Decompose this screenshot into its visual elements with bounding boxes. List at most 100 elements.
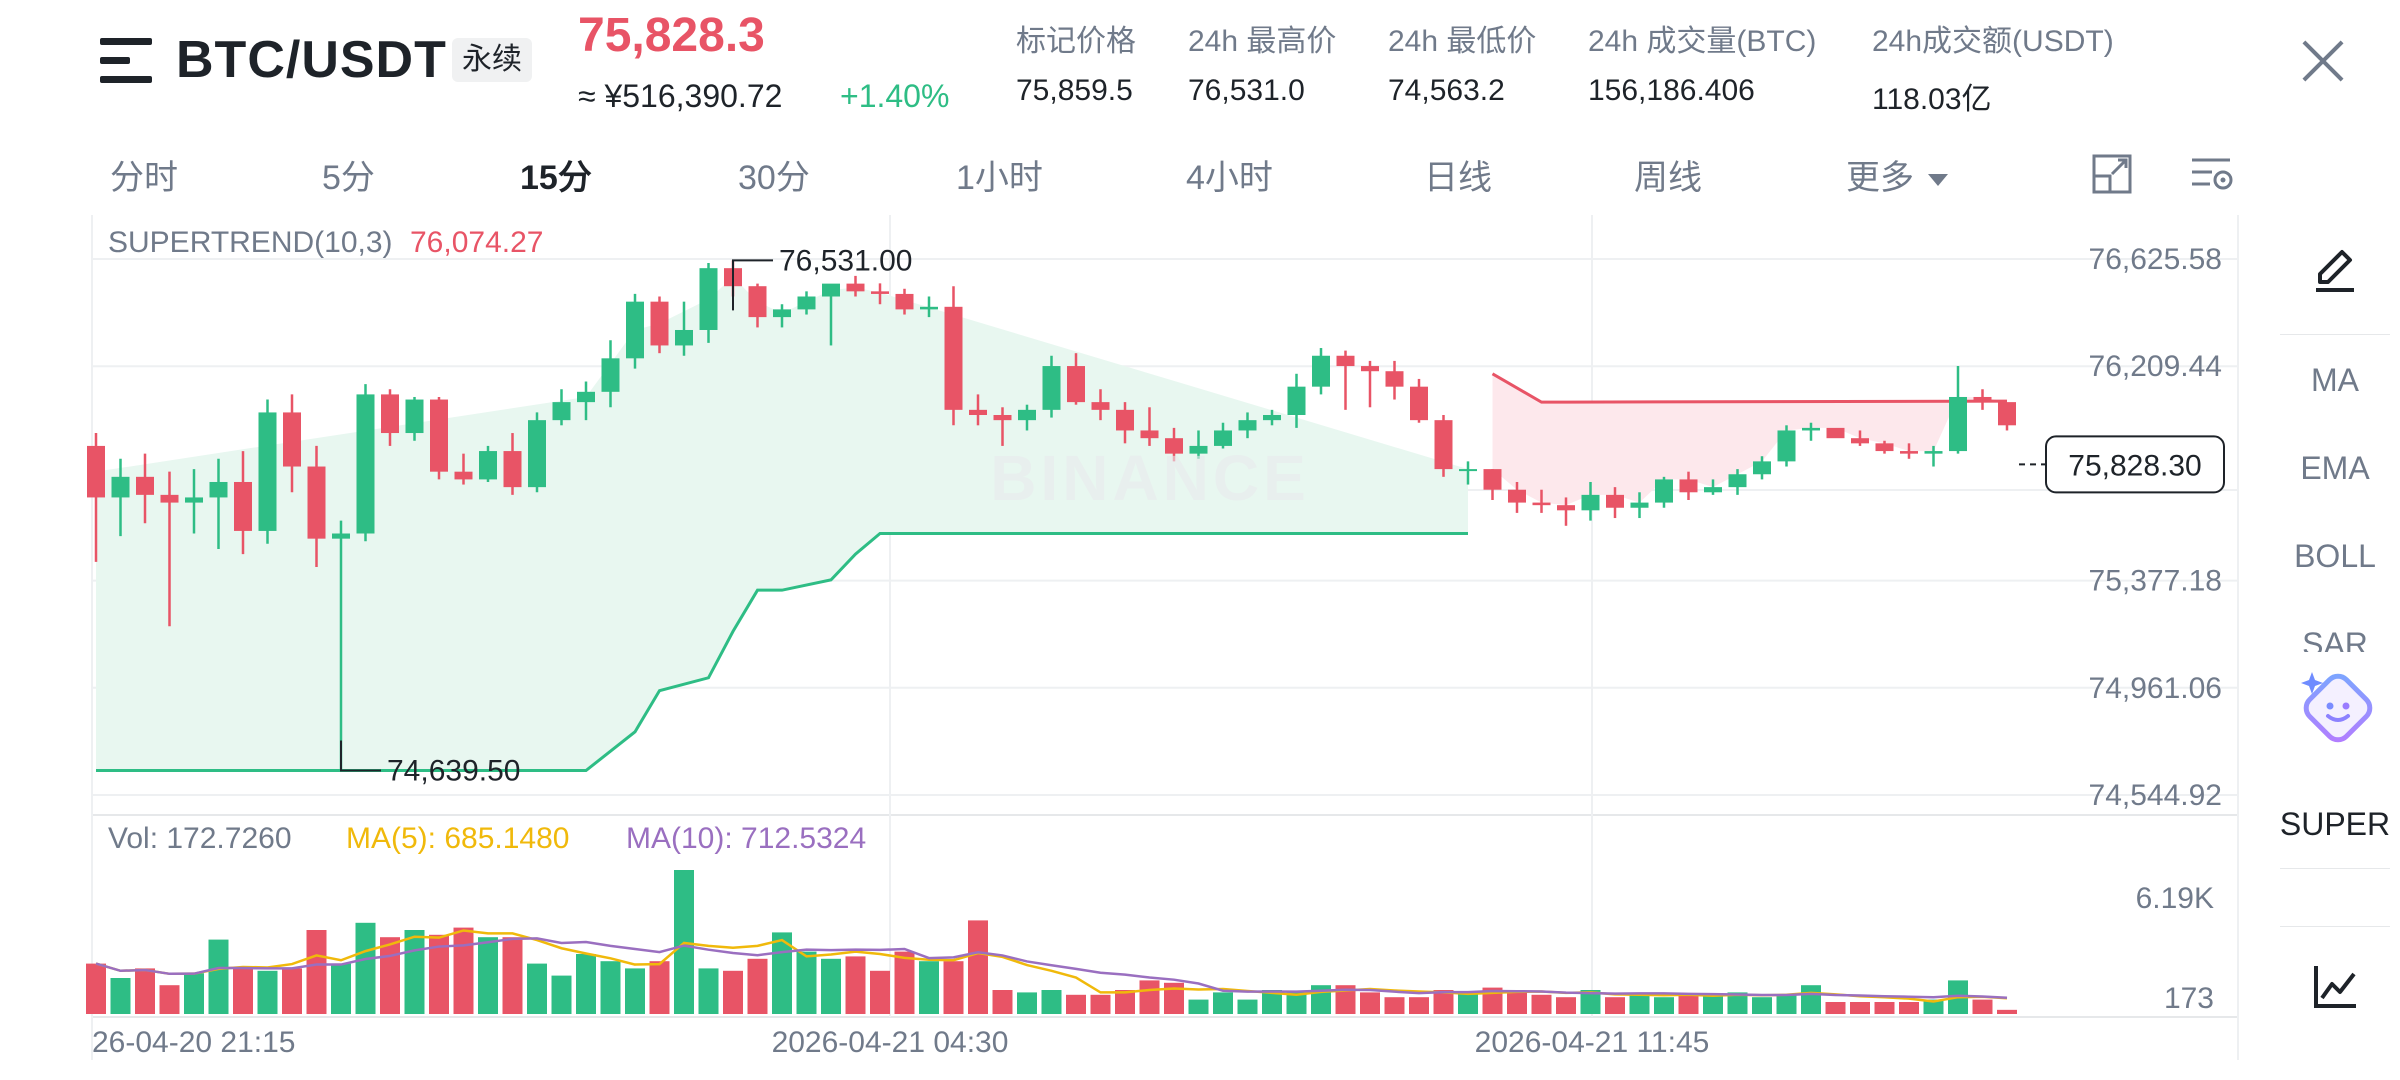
candle	[307, 445, 326, 567]
candle	[479, 445, 497, 482]
stat-value: 76,531.0	[1188, 74, 1305, 107]
tab-more[interactable]: 更多	[1846, 150, 1948, 199]
candle-body	[1287, 386, 1306, 416]
tab-1w[interactable]: 周线	[1634, 159, 1702, 197]
volume-bar	[1801, 985, 1821, 1014]
menu-icon[interactable]	[100, 38, 152, 84]
indicator-settings-icon[interactable]	[2190, 152, 2234, 196]
price-tick-label: 76,209.44	[2089, 350, 2222, 383]
volume-bar	[1580, 990, 1601, 1014]
stat-label: 24h 最高价	[1188, 25, 1337, 58]
volume-bar	[625, 968, 645, 1014]
indicator-panel: MA EMA BOLL SAR SUPER	[2270, 210, 2400, 1060]
candle-body	[944, 306, 963, 410]
interval-tabs: 分时 5分 15分 30分 1小时 4小时 日线 周线 更多	[0, 140, 2400, 210]
volume-bar	[943, 961, 964, 1014]
candle-body	[1165, 438, 1183, 454]
candle-body	[1973, 396, 1992, 403]
volume-bar	[821, 958, 841, 1014]
volume-bar	[1776, 994, 1797, 1014]
pair-title[interactable]: BTC/USDT	[176, 31, 447, 89]
candle-body	[307, 466, 326, 539]
volume-bar	[1384, 997, 1405, 1014]
candle-body	[1385, 371, 1404, 387]
candle	[1361, 360, 1379, 408]
candle	[1140, 407, 1159, 446]
volume-bar	[894, 951, 915, 1014]
indicator-ema[interactable]: EMA	[2300, 450, 2370, 486]
pencil-icon[interactable]	[2310, 246, 2360, 296]
volume-bar	[1605, 997, 1625, 1014]
volume-bar	[1188, 999, 1209, 1014]
candle	[258, 399, 277, 544]
candle	[1287, 373, 1306, 428]
volume-bar	[723, 970, 743, 1014]
volume-bar	[1360, 992, 1380, 1014]
candle-body	[1777, 430, 1796, 462]
volume-bar	[1629, 994, 1650, 1014]
price-tick-label: 74,544.92	[2089, 779, 2222, 812]
candle-body	[1312, 355, 1330, 387]
candle	[1826, 427, 1845, 439]
low-price-label: 74,639.50	[387, 755, 520, 788]
indicator-supertrend[interactable]: SUPER	[2279, 806, 2391, 842]
candle-body	[1875, 443, 1894, 452]
volume-ma10-line	[95, 937, 2008, 999]
candle	[1875, 440, 1894, 454]
tab-1h[interactable]: 1小时	[956, 159, 1043, 197]
supertrend-legend-value: 76,074.27	[410, 226, 543, 259]
volume-bar	[159, 985, 180, 1014]
indicator-boll[interactable]: BOLL	[2294, 538, 2376, 574]
time-tick-label: 2026-04-21 11:45	[1475, 1026, 1710, 1059]
stat-label: 24h成交额(USDT)	[1872, 25, 2114, 58]
candle-body	[136, 476, 154, 495]
volume-bar	[1433, 990, 1454, 1014]
candle	[944, 286, 963, 426]
volume-ma5-legend: MA(5): 685.1480	[346, 822, 569, 855]
candle-body	[748, 286, 767, 318]
stat-label: 24h 成交量(BTC)	[1588, 25, 1817, 58]
candles	[87, 260, 2016, 771]
candle	[332, 520, 350, 771]
stat-value: 75,859.5	[1016, 74, 1133, 107]
candle-body	[1606, 494, 1624, 508]
tab-4h[interactable]: 4小时	[1186, 159, 1273, 197]
supertrend-up-fill	[96, 277, 1468, 771]
candle-body	[1091, 402, 1110, 410]
candle	[1508, 481, 1526, 513]
candle	[209, 458, 228, 549]
volume-bar	[1507, 992, 1527, 1014]
ai-assistant-icon[interactable]	[2298, 668, 2378, 748]
supertrend-fill	[96, 277, 2007, 771]
fullscreen-icon[interactable]	[2090, 152, 2134, 196]
indicator-ma[interactable]: MA	[2311, 362, 2359, 398]
volume-bar	[1115, 990, 1135, 1014]
candle-body	[1410, 386, 1428, 421]
indicator-sar[interactable]: SAR	[2302, 626, 2368, 652]
volume-bar	[1923, 999, 1944, 1014]
candle-body	[1042, 366, 1061, 410]
cny-price: ≈ ¥516,390.72	[578, 78, 783, 114]
candle-body	[895, 293, 914, 310]
candle-body	[1214, 430, 1232, 446]
tab-1d[interactable]: 日线	[1424, 159, 1492, 197]
candle	[1116, 402, 1134, 444]
candle	[87, 433, 105, 562]
candle-body	[1238, 420, 1257, 431]
candle-body	[1704, 487, 1722, 493]
tab-30m[interactable]: 30分	[738, 159, 810, 197]
tab-5m[interactable]: 5分	[322, 159, 375, 197]
tab-time-share[interactable]: 分时	[110, 159, 178, 197]
candle	[1630, 492, 1649, 519]
line-chart-icon[interactable]	[2310, 962, 2360, 1012]
candle-body	[773, 309, 791, 318]
caret-down-icon	[1928, 174, 1948, 187]
candle-body	[479, 451, 497, 480]
candle-body	[577, 391, 595, 403]
tab-15m[interactable]: 15分	[520, 159, 592, 197]
candle-body	[1434, 420, 1453, 470]
candle	[1655, 476, 1673, 508]
stat-mark-price: 标记价格 75,859.5	[1016, 16, 1136, 108]
candle-body	[454, 471, 473, 480]
